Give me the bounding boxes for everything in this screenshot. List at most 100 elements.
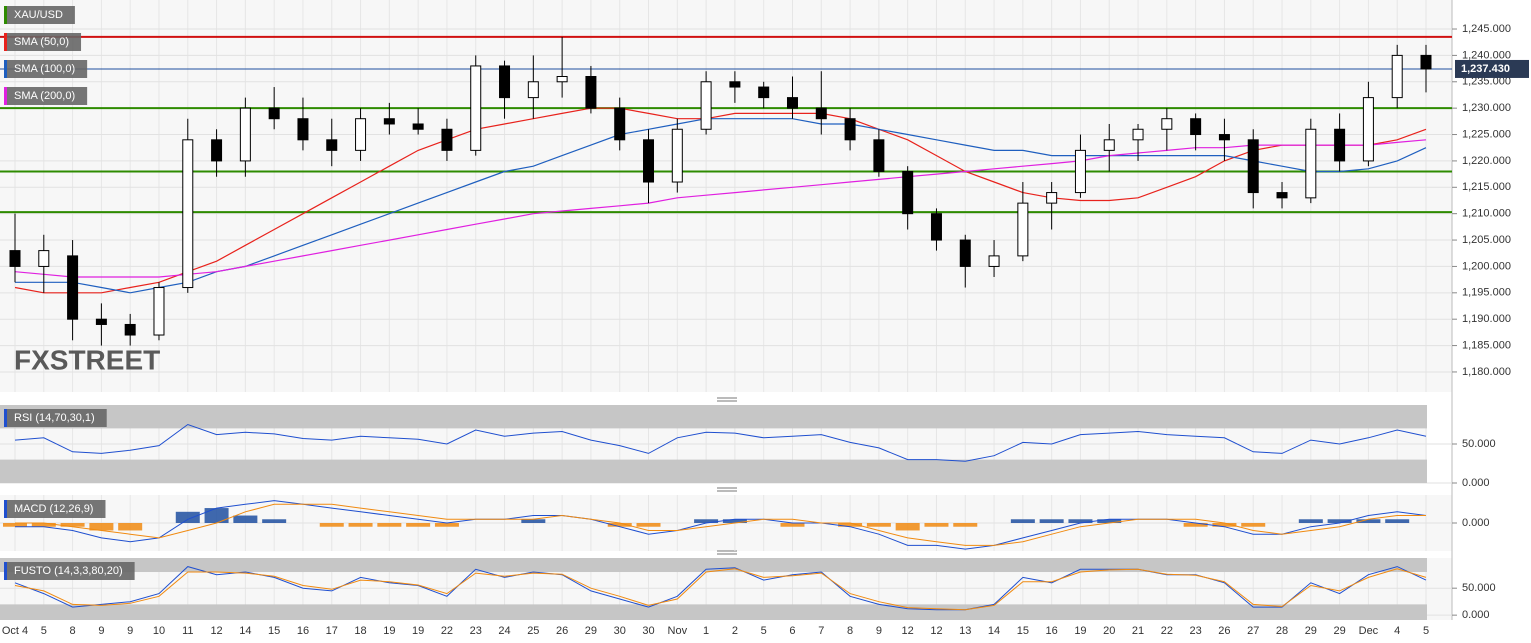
candle-body bbox=[700, 81, 712, 130]
indicator-line bbox=[14, 568, 1427, 611]
label-box bbox=[4, 500, 106, 518]
histogram-bar bbox=[89, 523, 114, 531]
histogram-bar bbox=[1212, 523, 1237, 527]
x-tick-label: 18 bbox=[354, 625, 366, 637]
x-tick-label: 6 bbox=[789, 625, 795, 637]
candle-body bbox=[268, 107, 280, 120]
sma-line bbox=[14, 139, 1427, 278]
oversold-zone bbox=[0, 604, 1427, 620]
watermark: FXSTREET bbox=[14, 344, 160, 375]
signal-line bbox=[15, 503, 1426, 546]
label-text: MACD (12,26,9) bbox=[14, 503, 93, 515]
histogram-bar bbox=[60, 523, 85, 527]
histogram-bar bbox=[3, 523, 27, 527]
candle-body bbox=[1334, 128, 1346, 162]
histogram-bar bbox=[953, 523, 978, 527]
histogram-bar bbox=[636, 523, 661, 527]
label-box bbox=[4, 409, 107, 427]
x-tick-label: 19 bbox=[383, 625, 395, 637]
x-tick-label: 14 bbox=[988, 625, 1000, 637]
candle-body bbox=[1276, 192, 1288, 199]
candle-body bbox=[959, 239, 971, 267]
candle-body bbox=[499, 65, 511, 99]
x-tick-label: 2 bbox=[732, 625, 738, 637]
candle-body bbox=[124, 323, 136, 336]
candle-body bbox=[470, 65, 482, 151]
histogram-bar bbox=[895, 523, 920, 531]
indicator-label: FUSTO (14,3,3,80,20) bbox=[4, 562, 135, 580]
histogram-bar bbox=[348, 523, 373, 527]
x-tick-label: 5 bbox=[761, 625, 767, 637]
candle-body bbox=[1190, 118, 1202, 136]
candle-body bbox=[1103, 139, 1115, 151]
label-box bbox=[4, 60, 88, 78]
candle-body bbox=[815, 107, 827, 120]
x-tick-label: 28 bbox=[1276, 625, 1288, 637]
x-tick-label: 26 bbox=[556, 625, 568, 637]
oversold-zone bbox=[0, 459, 1427, 483]
sma-line bbox=[15, 118, 1427, 294]
indicator-label: SMA (200,0) bbox=[4, 87, 88, 105]
x-tick-label: 22 bbox=[1161, 625, 1173, 637]
x-tick-label: 19 bbox=[412, 625, 424, 637]
histogram-bar bbox=[1183, 523, 1208, 527]
histogram-bar bbox=[118, 523, 143, 531]
y-tick-label: 1,195.000 bbox=[1462, 287, 1511, 299]
candle-body bbox=[441, 128, 453, 151]
candle-body bbox=[182, 139, 194, 289]
y-tick-label: 1,235.000 bbox=[1462, 76, 1511, 88]
overbought-zone bbox=[0, 558, 1427, 573]
histogram-bar bbox=[175, 511, 200, 523]
x-tick-label: 23 bbox=[1190, 625, 1202, 637]
histogram-bar bbox=[377, 523, 402, 527]
candle-body bbox=[38, 250, 50, 267]
histogram-bar bbox=[780, 523, 805, 527]
x-tick-label: 24 bbox=[498, 625, 510, 637]
histogram-bar bbox=[722, 519, 747, 523]
candle-body bbox=[902, 170, 914, 215]
main-panel bbox=[0, 0, 1452, 392]
y-tick-label: 1,180.000 bbox=[1462, 366, 1511, 378]
x-tick-label: 7 bbox=[818, 625, 824, 637]
histogram-bar bbox=[521, 519, 546, 523]
x-tick-label: 8 bbox=[847, 625, 853, 637]
candle-body bbox=[1218, 134, 1230, 141]
divider-grips bbox=[717, 397, 737, 555]
histogram-bar bbox=[262, 519, 287, 523]
histogram-bar bbox=[1298, 519, 1323, 523]
x-tick-label: 4 bbox=[1394, 625, 1400, 637]
label-edge bbox=[4, 60, 7, 78]
y-tick-label: 50.000 bbox=[1462, 438, 1496, 450]
candle-body bbox=[1305, 128, 1317, 199]
label-text: SMA (50,0) bbox=[14, 36, 69, 48]
candle-body bbox=[412, 123, 424, 130]
x-tick-label: 27 bbox=[1247, 625, 1259, 637]
x-tick-label: 30 bbox=[614, 625, 626, 637]
candle-body bbox=[326, 139, 338, 151]
x-tick-label: 29 bbox=[1333, 625, 1345, 637]
y-tick-label: 0.000 bbox=[1462, 517, 1490, 529]
y-tick-label: 1,230.000 bbox=[1462, 102, 1511, 114]
x-tick-label: Oct 4 bbox=[2, 625, 28, 637]
x-tick-label: 11 bbox=[182, 625, 193, 637]
indicator-label: SMA (50,0) bbox=[4, 33, 82, 51]
x-tick-label: 15 bbox=[1017, 625, 1029, 637]
label-text: SMA (200,0) bbox=[14, 90, 75, 102]
histogram-bar bbox=[1327, 519, 1352, 523]
candle-body bbox=[614, 107, 626, 141]
x-tick-label: 12 bbox=[902, 625, 914, 637]
indicator-label: RSI (14,70,30,1) bbox=[4, 409, 107, 427]
y-tick-label: 0.000 bbox=[1462, 609, 1490, 621]
candle-body bbox=[9, 250, 21, 267]
candle-body bbox=[1420, 54, 1432, 70]
candle-body bbox=[1247, 139, 1259, 194]
macd-line bbox=[15, 500, 1427, 550]
histogram-bar bbox=[866, 523, 891, 527]
candle-body bbox=[758, 86, 770, 99]
candle-body bbox=[930, 213, 942, 241]
histogram-bar bbox=[319, 523, 344, 527]
candle-body bbox=[585, 76, 597, 109]
candle-body bbox=[556, 76, 568, 83]
x-tick-label: 29 bbox=[585, 625, 597, 637]
